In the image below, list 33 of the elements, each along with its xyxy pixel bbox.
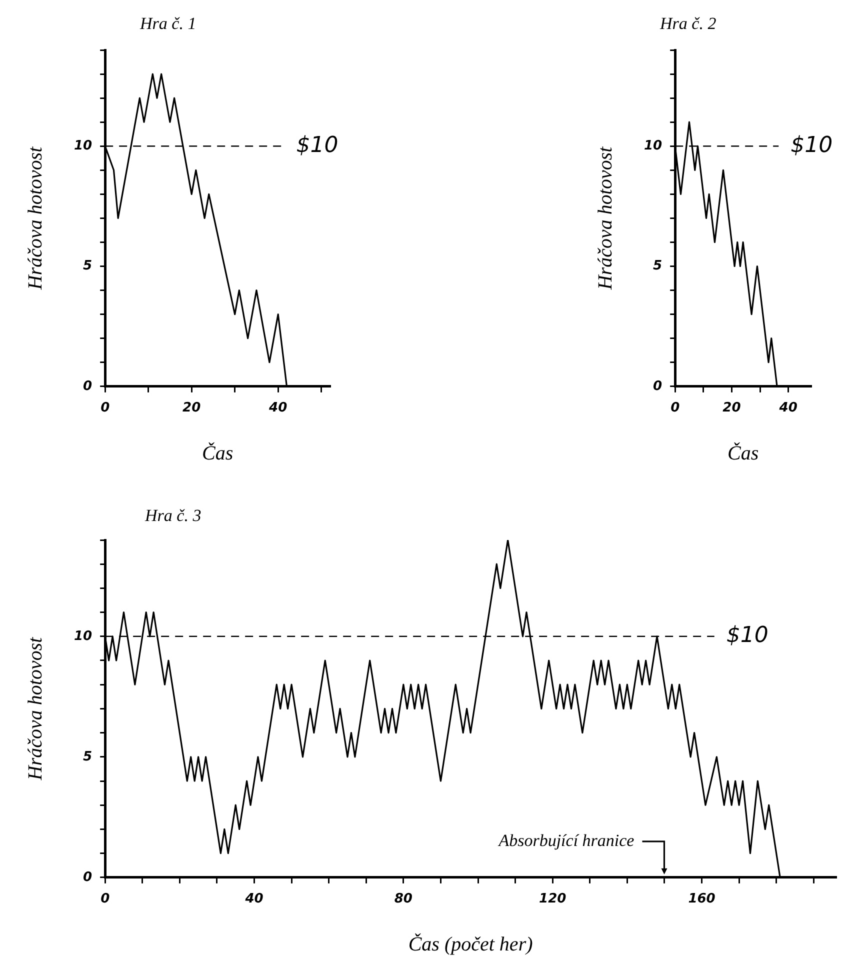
y-tick-label: 0 — [83, 378, 92, 394]
chart-title: Hra č. 1 — [140, 14, 196, 34]
y-axis-title: Hráčova hotovost — [24, 146, 46, 291]
y-axis-title: Hráčova hotovost — [24, 636, 46, 782]
x-tick-label: 0 — [100, 892, 110, 907]
x-axis-title: Čas (počet her) — [408, 932, 534, 956]
x-tick-label: 20 — [182, 400, 201, 416]
y-tick-label: 5 — [83, 749, 92, 764]
y-tick-label: 10 — [74, 138, 92, 154]
chart-title: Hra č. 2 — [660, 14, 716, 34]
y-axis-title: Hráčova hotovost — [594, 146, 616, 291]
chart-title: Hra č. 3 — [145, 506, 202, 526]
ref-line-label: $10 — [790, 132, 833, 158]
x-tick-label: 80 — [394, 892, 412, 907]
y-tick-label: 0 — [653, 378, 662, 394]
x-tick-label: 0 — [100, 400, 110, 416]
x-tick-label: 40 — [778, 400, 798, 416]
y-tick-label: 10 — [644, 138, 662, 154]
x-tick-label: 40 — [268, 400, 288, 416]
x-axis-title: Čas — [727, 441, 759, 464]
x-tick-label: 160 — [688, 892, 716, 907]
annotation: Absorbující hranice — [498, 830, 635, 850]
y-tick-label: 5 — [83, 258, 92, 274]
ref-line-label: $10 — [296, 132, 338, 158]
y-tick-label: 0 — [83, 870, 92, 885]
y-tick-label: 5 — [653, 258, 662, 274]
ref-line-label: $10 — [726, 623, 768, 648]
x-axis-title: Čas — [202, 441, 234, 464]
y-tick-label: 10 — [74, 628, 92, 644]
x-tick-label: 0 — [670, 400, 680, 416]
x-tick-label: 120 — [539, 892, 566, 907]
x-tick-label: 20 — [722, 400, 741, 416]
x-tick-label: 40 — [244, 892, 264, 907]
